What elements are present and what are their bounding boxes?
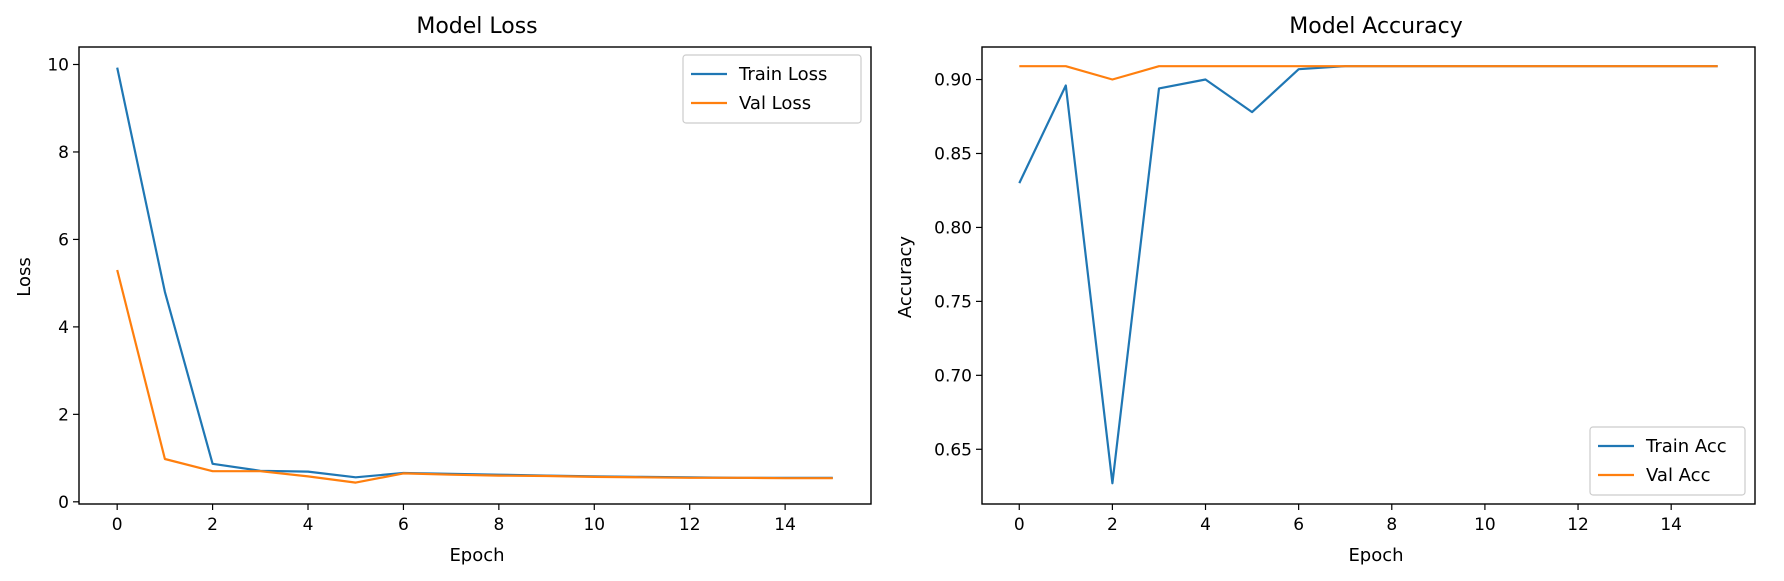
loss-y-tick-label: 10 — [47, 55, 69, 75]
accuracy-axes-frame — [981, 46, 1756, 505]
train-acc-line — [1018, 65, 1718, 485]
accuracy-y-tick-label: 0.70 — [934, 366, 972, 386]
loss-y-tick-label: 2 — [58, 405, 69, 425]
train-loss-line — [116, 67, 833, 479]
loss-x-tick-label: 8 — [493, 515, 504, 535]
accuracy-x-tick-label: 8 — [1386, 515, 1397, 535]
loss-x-tick-label: 2 — [207, 515, 218, 535]
loss-y-tick-label: 8 — [58, 143, 69, 163]
loss-legend-box — [682, 54, 862, 124]
accuracy-x-tick-label: 12 — [1567, 515, 1589, 535]
val-loss-legend-label: Val Loss — [739, 93, 811, 114]
accuracy-x-tick-label: 10 — [1474, 515, 1496, 535]
accuracy-x-tick-label: 2 — [1107, 515, 1118, 535]
loss-plot-area: 0 2 4 6 8 10 12 14 0 2 4 6 8 10 Train Loss Val Loss — [47, 54, 862, 535]
train-acc-legend-label: Train Acc — [1645, 436, 1727, 457]
accuracy-y-axis-label: Accuracy — [895, 236, 916, 319]
val-acc-line — [1019, 65, 1718, 81]
accuracy-legend-box — [1589, 426, 1746, 496]
loss-legend: Train Loss Val Loss — [682, 54, 862, 124]
loss-x-tick-label: 6 — [398, 515, 409, 535]
accuracy-y-tick-label: 0.90 — [934, 71, 972, 91]
loss-y-tick-label: 6 — [58, 230, 69, 250]
train-loss-legend-label: Train Loss — [738, 64, 827, 85]
accuracy-y-tick-label: 0.80 — [934, 218, 972, 238]
loss-chart-title: Model Loss — [416, 14, 537, 39]
loss-x-tick-label: 0 — [112, 515, 123, 535]
accuracy-x-tick-label: 4 — [1200, 515, 1211, 535]
accuracy-x-axis-label: Epoch — [1348, 545, 1403, 566]
accuracy-x-tick-label: 6 — [1293, 515, 1304, 535]
loss-y-tick-label: 4 — [58, 318, 69, 338]
accuracy-y-tick-label: 0.85 — [934, 144, 972, 164]
loss-x-tick-label: 14 — [774, 515, 796, 535]
loss-x-tick-label: 10 — [583, 515, 605, 535]
loss-x-tick-label: 12 — [679, 515, 701, 535]
loss-y-axis-label: Loss — [14, 257, 35, 296]
accuracy-chart: Model Accuracy Epoch Accuracy 0 2 4 6 8 10 12 1… — [895, 14, 1756, 566]
val-loss-line — [116, 269, 833, 484]
accuracy-chart-title: Model Accuracy — [1289, 14, 1463, 39]
accuracy-y-tick-label: 0.65 — [934, 440, 972, 460]
loss-x-tick-label: 4 — [303, 515, 314, 535]
accuracy-legend: Train Acc Val Acc — [1589, 426, 1746, 496]
loss-chart: Model Loss Epoch Loss 0 2 4 6 8 10 12 14 0 2 4 6 8 10… — [14, 14, 872, 566]
accuracy-x-tick-label: 14 — [1660, 515, 1682, 535]
accuracy-y-tick-label: 0.75 — [934, 292, 972, 312]
val-acc-legend-label: Val Acc — [1646, 465, 1710, 486]
accuracy-x-tick-label: 0 — [1014, 515, 1025, 535]
loss-x-axis-label: Epoch — [449, 545, 504, 566]
accuracy-plot-area: 0 2 4 6 8 10 12 14 0.65 0.70 0.75 0.80 0.85 0.90 Train… — [934, 65, 1746, 535]
loss-y-tick-label: 0 — [58, 493, 69, 513]
loss-axes-frame — [78, 46, 872, 505]
